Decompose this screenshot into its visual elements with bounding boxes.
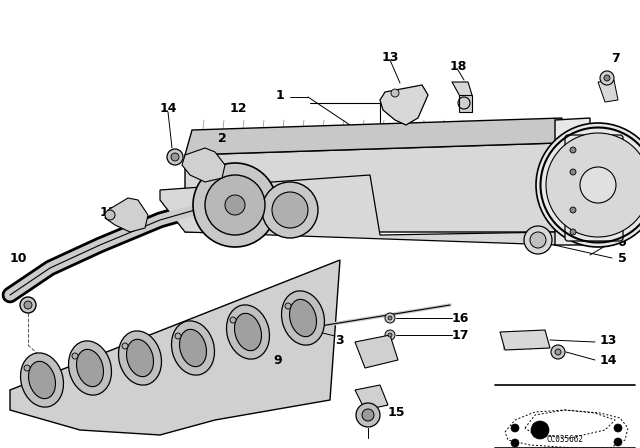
Circle shape — [614, 438, 622, 446]
Circle shape — [193, 163, 277, 247]
Polygon shape — [182, 148, 225, 182]
Ellipse shape — [24, 365, 30, 371]
Polygon shape — [500, 330, 550, 350]
Circle shape — [604, 75, 610, 81]
Text: 16: 16 — [451, 311, 468, 324]
Circle shape — [570, 169, 576, 175]
Circle shape — [555, 349, 561, 355]
Polygon shape — [452, 82, 472, 100]
Ellipse shape — [77, 349, 104, 387]
Polygon shape — [355, 385, 388, 410]
Text: 13: 13 — [381, 51, 399, 64]
Polygon shape — [459, 95, 472, 112]
Polygon shape — [598, 80, 618, 102]
Polygon shape — [185, 118, 562, 155]
Ellipse shape — [122, 343, 128, 349]
Circle shape — [167, 149, 183, 165]
Ellipse shape — [68, 341, 111, 395]
Ellipse shape — [118, 331, 161, 385]
Text: 7: 7 — [611, 52, 620, 65]
Circle shape — [511, 439, 519, 447]
Text: 3: 3 — [336, 333, 344, 346]
Polygon shape — [160, 175, 558, 245]
Text: 12: 12 — [229, 102, 247, 115]
Polygon shape — [355, 335, 398, 368]
Text: 11: 11 — [99, 206, 116, 219]
Ellipse shape — [29, 362, 56, 399]
Polygon shape — [380, 85, 428, 125]
Text: 15: 15 — [388, 405, 406, 418]
Circle shape — [262, 182, 318, 238]
Text: 10: 10 — [9, 251, 27, 264]
Text: 14: 14 — [159, 102, 177, 115]
Text: 13: 13 — [599, 333, 617, 346]
Circle shape — [530, 232, 546, 248]
Circle shape — [580, 167, 616, 203]
Circle shape — [570, 229, 576, 235]
Circle shape — [391, 89, 399, 97]
Text: 6: 6 — [125, 358, 134, 371]
Circle shape — [171, 153, 179, 161]
Circle shape — [614, 424, 622, 432]
Ellipse shape — [227, 305, 269, 359]
Circle shape — [388, 316, 392, 320]
Circle shape — [24, 301, 32, 309]
Circle shape — [356, 403, 380, 427]
Circle shape — [385, 330, 395, 340]
Text: 5: 5 — [618, 251, 627, 264]
Ellipse shape — [72, 353, 78, 359]
Ellipse shape — [179, 329, 207, 366]
Circle shape — [536, 123, 640, 247]
Ellipse shape — [230, 317, 236, 323]
Polygon shape — [105, 198, 148, 232]
FancyBboxPatch shape — [565, 135, 623, 241]
Circle shape — [105, 210, 115, 220]
Text: 4: 4 — [618, 215, 627, 228]
Ellipse shape — [127, 339, 154, 377]
Circle shape — [570, 147, 576, 153]
Polygon shape — [185, 143, 558, 232]
Circle shape — [524, 226, 552, 254]
Circle shape — [225, 195, 245, 215]
Text: CC035662: CC035662 — [547, 435, 584, 444]
Circle shape — [600, 71, 614, 85]
Ellipse shape — [285, 303, 291, 309]
Circle shape — [205, 175, 265, 235]
Ellipse shape — [289, 299, 317, 336]
Text: 14: 14 — [599, 353, 617, 366]
Text: 6: 6 — [618, 236, 627, 249]
Text: 9: 9 — [274, 353, 282, 366]
Circle shape — [20, 297, 36, 313]
Circle shape — [362, 409, 374, 421]
Ellipse shape — [282, 291, 324, 345]
Text: 17: 17 — [451, 328, 468, 341]
Text: 18: 18 — [449, 60, 467, 73]
Text: 2: 2 — [218, 132, 227, 145]
Text: 1: 1 — [276, 89, 284, 102]
Circle shape — [546, 133, 640, 237]
Circle shape — [570, 207, 576, 213]
Polygon shape — [10, 260, 340, 435]
Circle shape — [388, 333, 392, 337]
Circle shape — [531, 421, 549, 439]
Circle shape — [272, 192, 308, 228]
Ellipse shape — [20, 353, 63, 407]
Ellipse shape — [175, 333, 181, 339]
Polygon shape — [555, 118, 590, 245]
Ellipse shape — [172, 321, 214, 375]
Circle shape — [385, 313, 395, 323]
Circle shape — [511, 424, 519, 432]
Ellipse shape — [234, 313, 262, 351]
Circle shape — [551, 345, 565, 359]
